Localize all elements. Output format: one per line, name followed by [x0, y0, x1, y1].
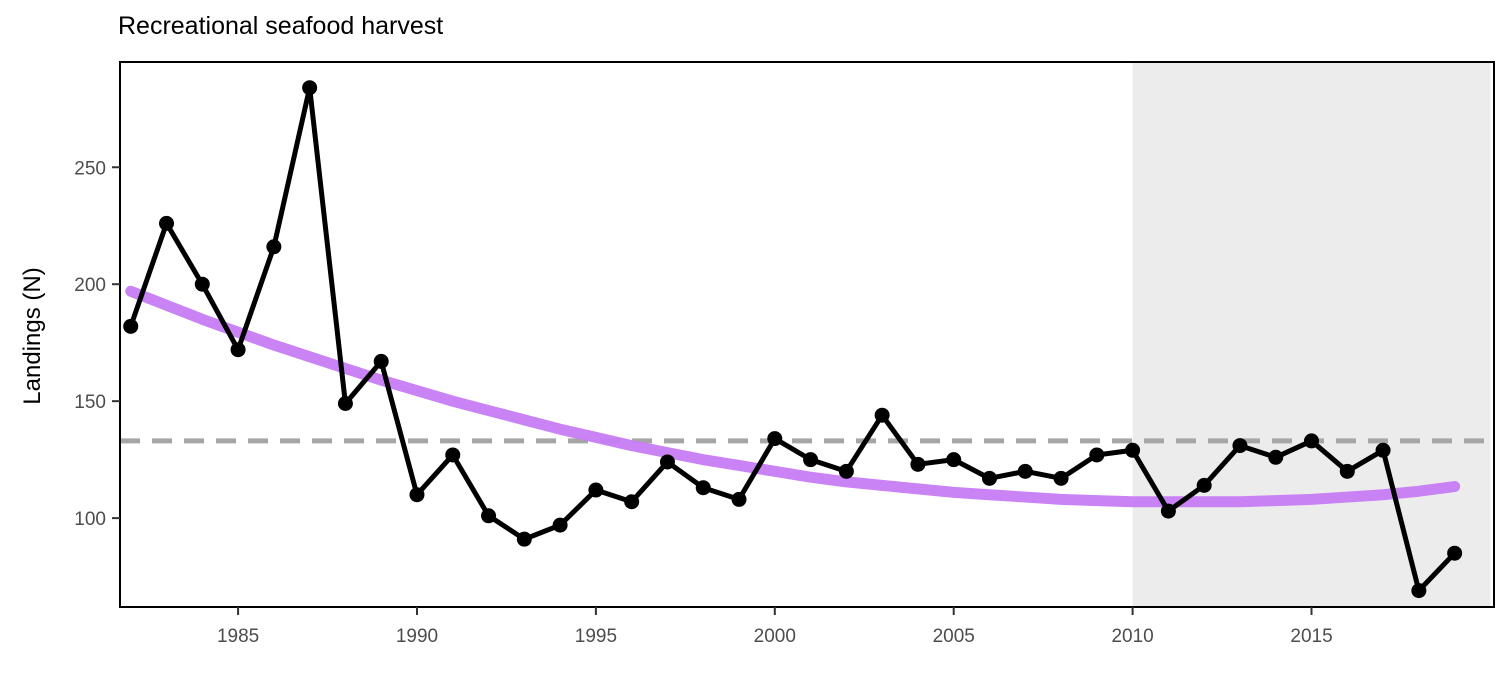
x-tick-label: 2010: [1111, 626, 1153, 647]
data-point: [910, 456, 926, 472]
data-point: [552, 517, 568, 533]
data-point: [1447, 545, 1463, 561]
data-point: [731, 491, 747, 507]
data-point: [194, 276, 210, 292]
x-tick-label: 2000: [754, 626, 796, 647]
data-point: [1232, 438, 1248, 454]
x-tick-label: 1985: [217, 626, 259, 647]
data-point: [803, 452, 819, 468]
y-tick-label: 150: [74, 392, 106, 413]
data-point: [1160, 503, 1176, 519]
data-point: [409, 487, 425, 503]
shaded-region: [1132, 62, 1491, 607]
data-point: [159, 215, 175, 231]
data-point: [1268, 449, 1284, 465]
data-point: [946, 452, 962, 468]
data-point: [373, 353, 389, 369]
data-point: [838, 463, 854, 479]
data-point: [230, 342, 246, 358]
data-point: [302, 80, 318, 96]
data-point: [516, 531, 532, 547]
data-point: [481, 508, 497, 524]
x-tick-label: 2005: [933, 626, 975, 647]
data-point: [1375, 442, 1391, 458]
data-point: [624, 494, 640, 510]
data-point: [1304, 433, 1320, 449]
x-tick-label: 1995: [575, 626, 617, 647]
data-point: [767, 431, 783, 447]
data-point: [266, 239, 282, 255]
data-point: [1053, 470, 1069, 486]
data-point: [445, 447, 461, 463]
y-tick-label: 250: [74, 158, 106, 179]
data-point: [588, 482, 604, 498]
data-point: [1411, 583, 1427, 599]
y-tick-label: 200: [74, 275, 106, 296]
data-point: [1125, 442, 1141, 458]
y-axis-title: Landings (N): [19, 267, 46, 404]
y-tick-label: 100: [74, 509, 106, 530]
data-point: [981, 470, 997, 486]
data-point: [659, 454, 675, 470]
data-point: [123, 318, 139, 334]
data-point: [1339, 463, 1355, 479]
data-point: [1089, 447, 1105, 463]
data-point: [1196, 477, 1212, 493]
trend-line: [125, 285, 1461, 508]
data-point: [695, 480, 711, 496]
chart-title: Recreational seafood harvest: [118, 12, 444, 40]
data-point: [874, 407, 890, 423]
x-tick-label: 1990: [396, 626, 438, 647]
x-tick-label: 2015: [1290, 626, 1332, 647]
data-point: [337, 396, 353, 412]
data-line: [128, 85, 1457, 594]
plot-frame: [119, 61, 1495, 608]
data-point: [1017, 463, 1033, 479]
